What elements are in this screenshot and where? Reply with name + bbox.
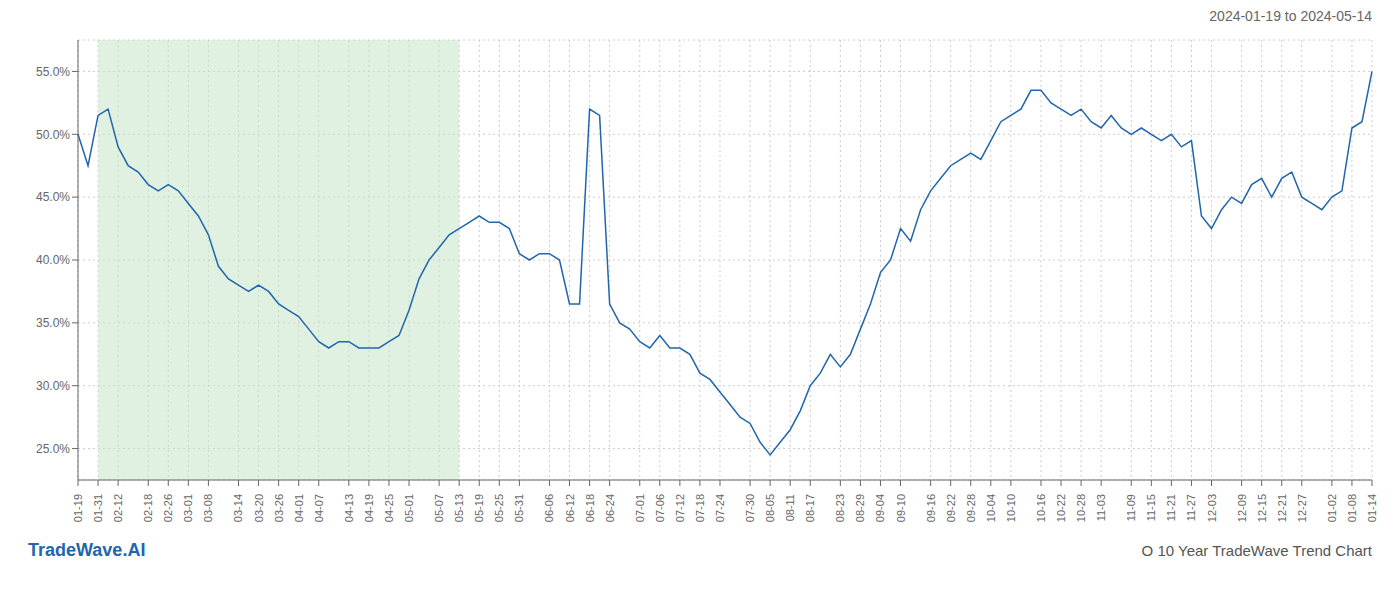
svg-text:01-02: 01-02 (1326, 494, 1338, 522)
svg-text:09-10: 09-10 (895, 494, 907, 522)
svg-text:10-28: 10-28 (1075, 494, 1087, 522)
svg-text:09-04: 09-04 (874, 494, 886, 522)
svg-text:09-22: 09-22 (945, 494, 957, 522)
svg-text:30.0%: 30.0% (36, 379, 70, 393)
svg-text:07-01: 07-01 (634, 494, 646, 522)
svg-text:01-14: 01-14 (1366, 494, 1378, 522)
svg-text:12-21: 12-21 (1276, 494, 1288, 522)
svg-text:01-08: 01-08 (1346, 494, 1358, 522)
svg-text:06-18: 06-18 (584, 494, 596, 522)
svg-text:40.0%: 40.0% (36, 253, 70, 267)
svg-text:08-29: 08-29 (854, 494, 866, 522)
svg-text:05-25: 05-25 (493, 494, 505, 522)
svg-text:08-17: 08-17 (804, 494, 816, 522)
svg-text:25.0%: 25.0% (36, 442, 70, 456)
svg-text:09-16: 09-16 (925, 494, 937, 522)
svg-text:03-14: 03-14 (232, 494, 244, 522)
svg-text:02-26: 02-26 (162, 494, 174, 522)
svg-text:04-13: 04-13 (343, 494, 355, 522)
svg-text:11-27: 11-27 (1185, 494, 1197, 521)
svg-text:11-15: 11-15 (1145, 494, 1157, 521)
svg-text:03-20: 03-20 (253, 494, 265, 522)
svg-text:12-03: 12-03 (1206, 494, 1218, 522)
html-text:O 10 Year TradeWave Trend Char: O 10 Year TradeWave Trend Chart (1141, 542, 1372, 559)
svg-text:04-19: 04-19 (363, 494, 375, 522)
svg-text:11-21: 11-21 (1165, 494, 1177, 521)
svg-text:06-24: 06-24 (604, 494, 616, 522)
svg-text:05-07: 05-07 (433, 494, 445, 522)
svg-text:55.0%: 55.0% (36, 65, 70, 79)
svg-text:06-06: 06-06 (543, 494, 555, 522)
svg-text:10-04: 10-04 (985, 494, 997, 522)
svg-text:10-10: 10-10 (1005, 494, 1017, 522)
svg-text:07-30: 07-30 (744, 494, 756, 522)
svg-text:11-03: 11-03 (1095, 494, 1107, 521)
svg-text:12-27: 12-27 (1296, 494, 1308, 522)
svg-text:05-01: 05-01 (403, 494, 415, 522)
svg-text:50.0%: 50.0% (36, 128, 70, 142)
svg-text:35.0%: 35.0% (36, 316, 70, 330)
svg-text:07-12: 07-12 (674, 494, 686, 522)
html-text:TradeWave.AI: TradeWave.AI (28, 540, 146, 560)
svg-text:05-31: 05-31 (513, 494, 525, 522)
svg-text:45.0%: 45.0% (36, 190, 70, 204)
svg-text:08-05: 08-05 (764, 494, 776, 522)
svg-text:11-09: 11-09 (1125, 494, 1137, 521)
svg-text:03-01: 03-01 (182, 494, 194, 522)
svg-text:05-13: 05-13 (453, 494, 465, 522)
svg-text:02-18: 02-18 (142, 494, 154, 522)
svg-text:04-07: 04-07 (313, 494, 325, 522)
svg-text:01-19: 01-19 (72, 494, 84, 522)
svg-text:05-19: 05-19 (473, 494, 485, 522)
svg-text:09-28: 09-28 (965, 494, 977, 522)
svg-text:06-12: 06-12 (564, 494, 576, 522)
svg-text:03-08: 03-08 (202, 494, 214, 522)
svg-text:10-22: 10-22 (1055, 494, 1067, 522)
svg-text:07-18: 07-18 (694, 494, 706, 522)
svg-text:04-25: 04-25 (383, 494, 395, 522)
svg-text:07-24: 07-24 (714, 494, 726, 522)
svg-text:03-26: 03-26 (273, 494, 285, 522)
html-text:2024-01-19 to 2024-05-14: 2024-01-19 to 2024-05-14 (1209, 8, 1372, 24)
svg-text:08-23: 08-23 (834, 494, 846, 522)
svg-text:12-15: 12-15 (1256, 494, 1268, 522)
svg-text:01-31: 01-31 (92, 494, 104, 522)
svg-text:12-09: 12-09 (1236, 494, 1248, 522)
svg-text:04-01: 04-01 (293, 494, 305, 522)
svg-text:08-11: 08-11 (784, 494, 796, 521)
svg-text:07-06: 07-06 (654, 494, 666, 522)
svg-text:10-16: 10-16 (1035, 494, 1047, 522)
svg-text:02-12: 02-12 (112, 494, 124, 522)
